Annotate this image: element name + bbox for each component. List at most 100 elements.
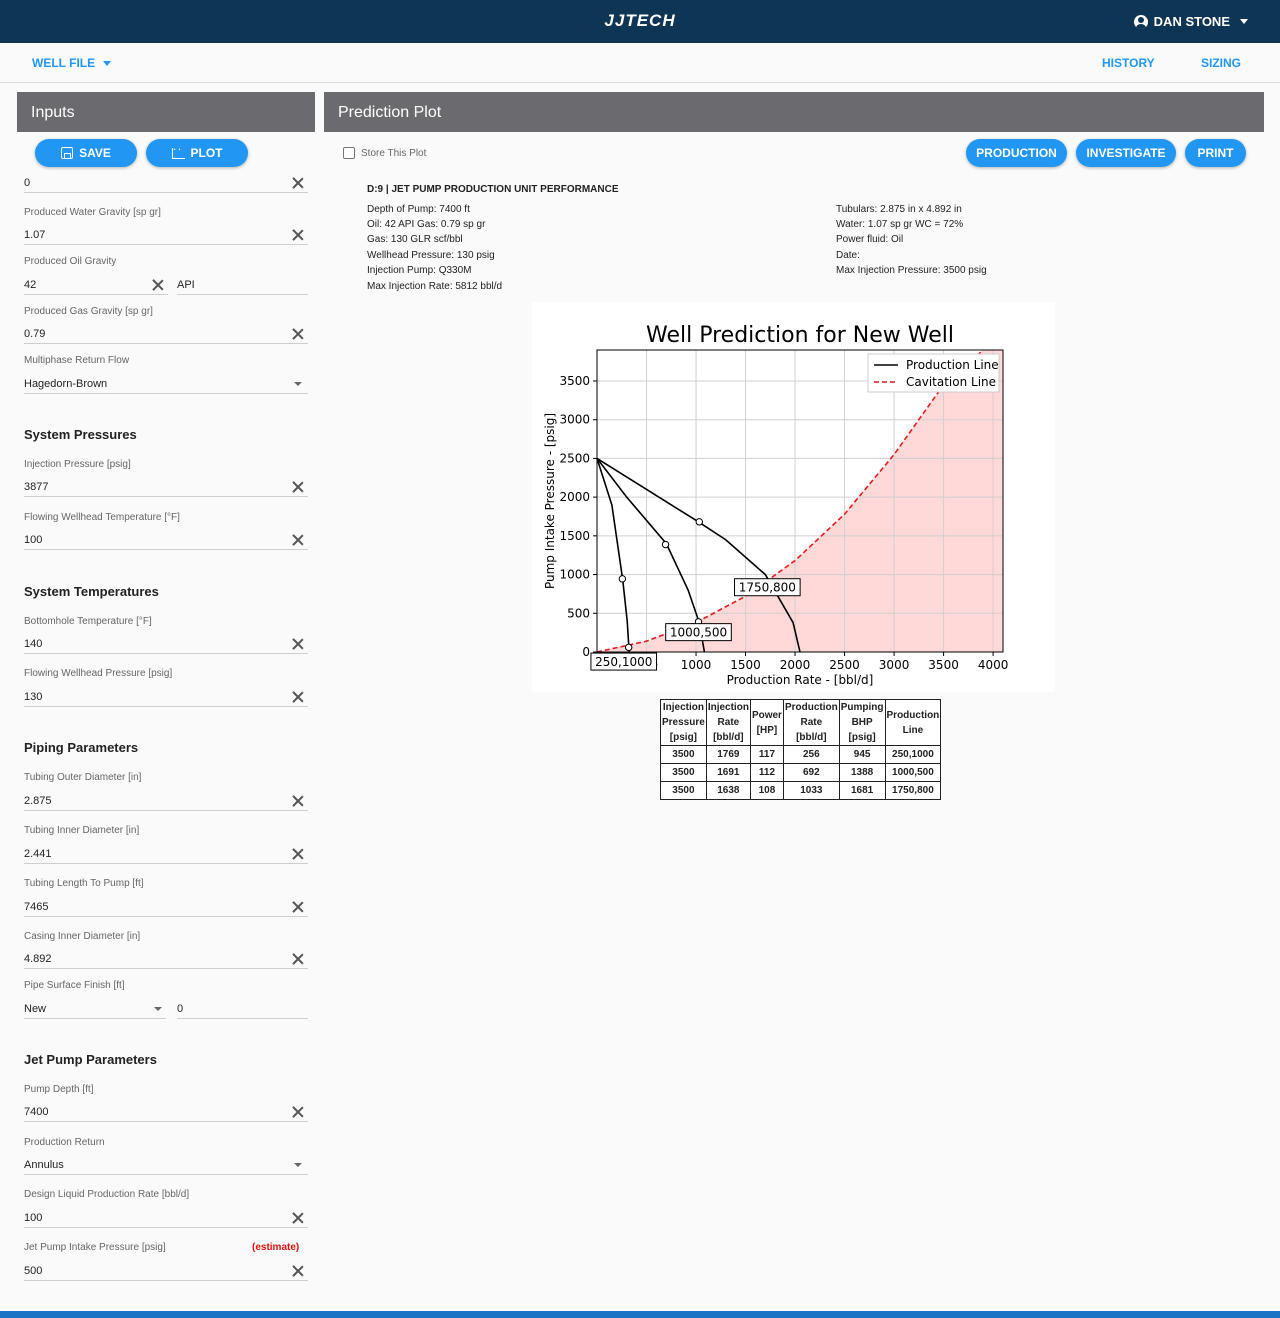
field-underline xyxy=(24,244,308,245)
injection-pressure-label: Injection Pressure [psig] xyxy=(24,459,131,470)
gas-gravity-input[interactable]: 0.79 xyxy=(24,328,46,340)
flowing-wellhead-pressure-label: Flowing Wellhead Pressure [psig] xyxy=(24,668,173,679)
investigate-button[interactable]: INVESTIGATE xyxy=(1076,139,1176,167)
clear-icon[interactable] xyxy=(291,900,305,914)
clear-icon[interactable] xyxy=(151,278,165,292)
field-underline xyxy=(24,1121,308,1122)
column-header: Injection Rate [bbl/d] xyxy=(705,699,751,746)
y-tick-label: 3000 xyxy=(559,413,590,427)
intake-pressure-input[interactable]: 500 xyxy=(24,1265,43,1277)
tubing-length-input[interactable]: 7465 xyxy=(24,901,49,913)
data-point xyxy=(661,540,670,549)
design-rate-input[interactable]: 100 xyxy=(24,1212,43,1224)
surface-finish-select[interactable]: New xyxy=(24,1003,47,1015)
production-return-select[interactable]: Annulus xyxy=(24,1159,64,1171)
table-cell: 108 xyxy=(749,781,784,800)
field-underline xyxy=(24,294,168,295)
clear-icon[interactable] xyxy=(291,327,305,341)
field-underline xyxy=(24,549,308,550)
tubing-id-input[interactable]: 2.441 xyxy=(24,848,52,860)
info-line: Max Injection Rate: 5812 bbl/d xyxy=(367,281,503,292)
inputs-panel-title: Inputs xyxy=(17,92,315,132)
chart-title: Well Prediction for New Well xyxy=(646,323,954,348)
info-line: Wellhead Pressure: 130 psig xyxy=(367,250,495,261)
pump-depth-input[interactable]: 7400 xyxy=(24,1106,49,1118)
clear-icon[interactable] xyxy=(291,690,305,704)
field-underline xyxy=(24,1280,308,1281)
tubing-od-input[interactable]: 2.875 xyxy=(24,795,52,807)
clear-icon[interactable] xyxy=(291,228,305,242)
column-header: Production Line xyxy=(884,699,942,746)
dropdown-arrow-icon[interactable] xyxy=(294,1163,302,1167)
clear-icon[interactable] xyxy=(291,533,305,547)
info-line: Tubulars: 2.875 in x 4.892 in xyxy=(836,204,962,215)
user-menu[interactable]: DAN STONE xyxy=(1133,14,1248,29)
table-cell: 692 xyxy=(782,763,840,782)
field-underline xyxy=(24,968,308,969)
water-gravity-input[interactable]: 1.07 xyxy=(24,229,46,241)
clear-icon[interactable] xyxy=(291,952,305,966)
table-cell: 945 xyxy=(838,745,886,764)
flowing-wellhead-pressure-input[interactable]: 130 xyxy=(24,691,43,703)
store-plot-checkbox[interactable] xyxy=(343,147,355,159)
info-line: Date: xyxy=(836,250,860,261)
info-line: Gas: 130 GLR scf/bbl xyxy=(367,234,463,245)
bottomhole-temp-input[interactable]: 140 xyxy=(24,638,43,650)
field-underline xyxy=(24,1018,166,1019)
plot-button[interactable]: PLOT xyxy=(146,139,248,167)
annotation-box xyxy=(665,623,732,642)
surface-roughness-input[interactable]: 0 xyxy=(177,1003,184,1015)
annotation-box xyxy=(590,652,658,671)
brand-logo[interactable]: JJTECH xyxy=(604,11,676,30)
table-cell: 3500 xyxy=(660,781,707,800)
oil-gravity-unit[interactable]: API xyxy=(177,279,195,291)
clear-icon[interactable] xyxy=(291,637,305,651)
y-tick-label: 2500 xyxy=(559,451,590,465)
surface-finish-label: Pipe Surface Finish [ft] xyxy=(24,980,125,991)
y-tick-label: 1500 xyxy=(559,529,590,543)
clear-icon[interactable] xyxy=(291,480,305,494)
multiphase-select[interactable]: Hagedorn-Brown xyxy=(24,378,108,390)
field-underline xyxy=(24,1174,308,1175)
top-field-value[interactable]: 0 xyxy=(24,177,31,189)
flowing-wellhead-temp-input[interactable]: 100 xyxy=(24,534,43,546)
y-tick-label: 3500 xyxy=(559,374,590,388)
clear-icon[interactable] xyxy=(291,847,305,861)
oil-gravity-label: Produced Oil Gravity xyxy=(24,256,117,267)
clear-icon[interactable] xyxy=(291,794,305,808)
design-rate-label: Design Liquid Production Rate [bbl/d] xyxy=(24,1189,190,1200)
dropdown-arrow-icon[interactable] xyxy=(294,382,302,386)
section-title-piping: Piping Parameters xyxy=(24,740,139,755)
history-link[interactable]: HISTORY xyxy=(1102,56,1155,70)
table-cell: 1033 xyxy=(782,781,840,800)
table-cell: 3500 xyxy=(660,763,707,782)
field-underline xyxy=(24,653,308,654)
save-icon xyxy=(61,147,74,159)
well-file-menu[interactable]: WELL FILE xyxy=(32,56,112,70)
column-header: Production Rate [bbl/d] xyxy=(782,699,840,746)
info-line: Max Injection Pressure: 3500 psig xyxy=(836,265,987,276)
table-cell: 1691 xyxy=(705,763,751,782)
clear-icon[interactable] xyxy=(291,1105,305,1119)
table-cell: 1769 xyxy=(705,745,751,764)
injection-pressure-input[interactable]: 3877 xyxy=(24,481,49,493)
casing-id-input[interactable]: 4.892 xyxy=(24,953,52,965)
legend-box xyxy=(867,353,1000,393)
y-tick-label: 1000 xyxy=(559,568,590,582)
clear-icon[interactable] xyxy=(291,176,305,190)
clear-icon[interactable] xyxy=(291,1211,305,1225)
chevron-down-icon xyxy=(103,60,112,66)
clear-icon[interactable] xyxy=(291,1264,305,1278)
dropdown-arrow-icon[interactable] xyxy=(154,1007,162,1011)
y-tick-label: 0 xyxy=(582,645,590,659)
sizing-link[interactable]: SIZING xyxy=(1201,56,1242,70)
save-button[interactable]: SAVE xyxy=(35,139,137,167)
well-file-label: WELL FILE xyxy=(32,56,96,70)
oil-gravity-input[interactable]: 42 xyxy=(24,279,37,291)
user-name: DAN STONE xyxy=(1153,14,1230,29)
print-button[interactable]: PRINT xyxy=(1185,139,1246,167)
x-tick-label: 2000 xyxy=(780,658,811,672)
production-button[interactable]: PRODUCTION xyxy=(966,139,1067,167)
plot-frame xyxy=(596,349,1004,653)
annotation-label: 1750,800 xyxy=(739,581,796,595)
